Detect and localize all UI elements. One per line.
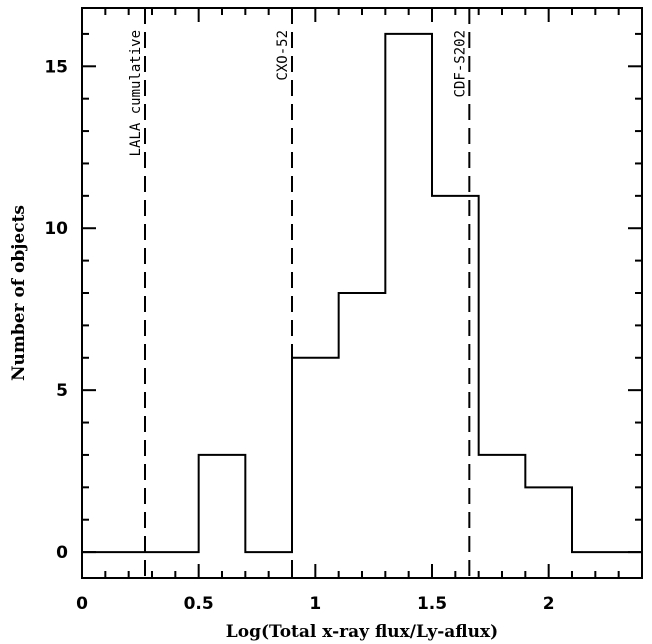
histogram-outline xyxy=(82,32,642,554)
axis-ticks xyxy=(81,8,643,578)
x-tick-label: 1 xyxy=(309,594,321,614)
reference-line-label: CXO-52 xyxy=(275,30,291,81)
y-tick-label: 0 xyxy=(56,543,68,563)
x-tick-label: 1.5 xyxy=(417,594,447,614)
y-tick-label: 15 xyxy=(44,57,68,77)
reference-line-label: CDF-S202 xyxy=(452,30,468,97)
y-tick-label: 5 xyxy=(56,381,68,401)
x-tick-label: 2 xyxy=(543,594,555,614)
reference-lines: LALA cumulative CXO-52 CDF-S202 xyxy=(128,8,471,578)
y-tick-label: 10 xyxy=(44,219,68,239)
x-axis-label: Log(Total x-ray flux/Ly-aflux) xyxy=(226,622,498,642)
axis-tick-labels: 0 0.5 1 1.5 2 0 5 10 15 xyxy=(44,57,554,614)
reference-line-label: LALA cumulative xyxy=(128,30,144,156)
y-axis-label: Number of objects xyxy=(9,205,29,381)
x-tick-label: 0.5 xyxy=(184,594,214,614)
x-tick-label: 0 xyxy=(76,594,88,614)
